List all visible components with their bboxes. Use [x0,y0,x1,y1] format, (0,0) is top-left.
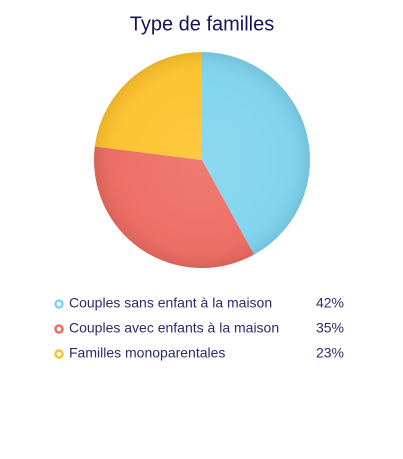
legend-value: 35% [316,320,344,336]
legend-marker [54,299,64,309]
legend-marker [54,324,64,334]
pie [94,52,311,269]
legend-label: Couples sans enfant à la maison [69,295,272,311]
legend-marker [54,349,64,359]
legend-label: Couples avec enfants à la maison [69,320,279,336]
legend-value: 23% [316,345,344,361]
legend-value: 42% [316,295,344,311]
pie-slice [94,52,202,160]
chart-title: Type de familles [130,13,275,35]
legend: Couples sans enfant à la maison 42% Couple… [54,295,344,361]
legend-label: Familles monoparentales [69,345,225,361]
